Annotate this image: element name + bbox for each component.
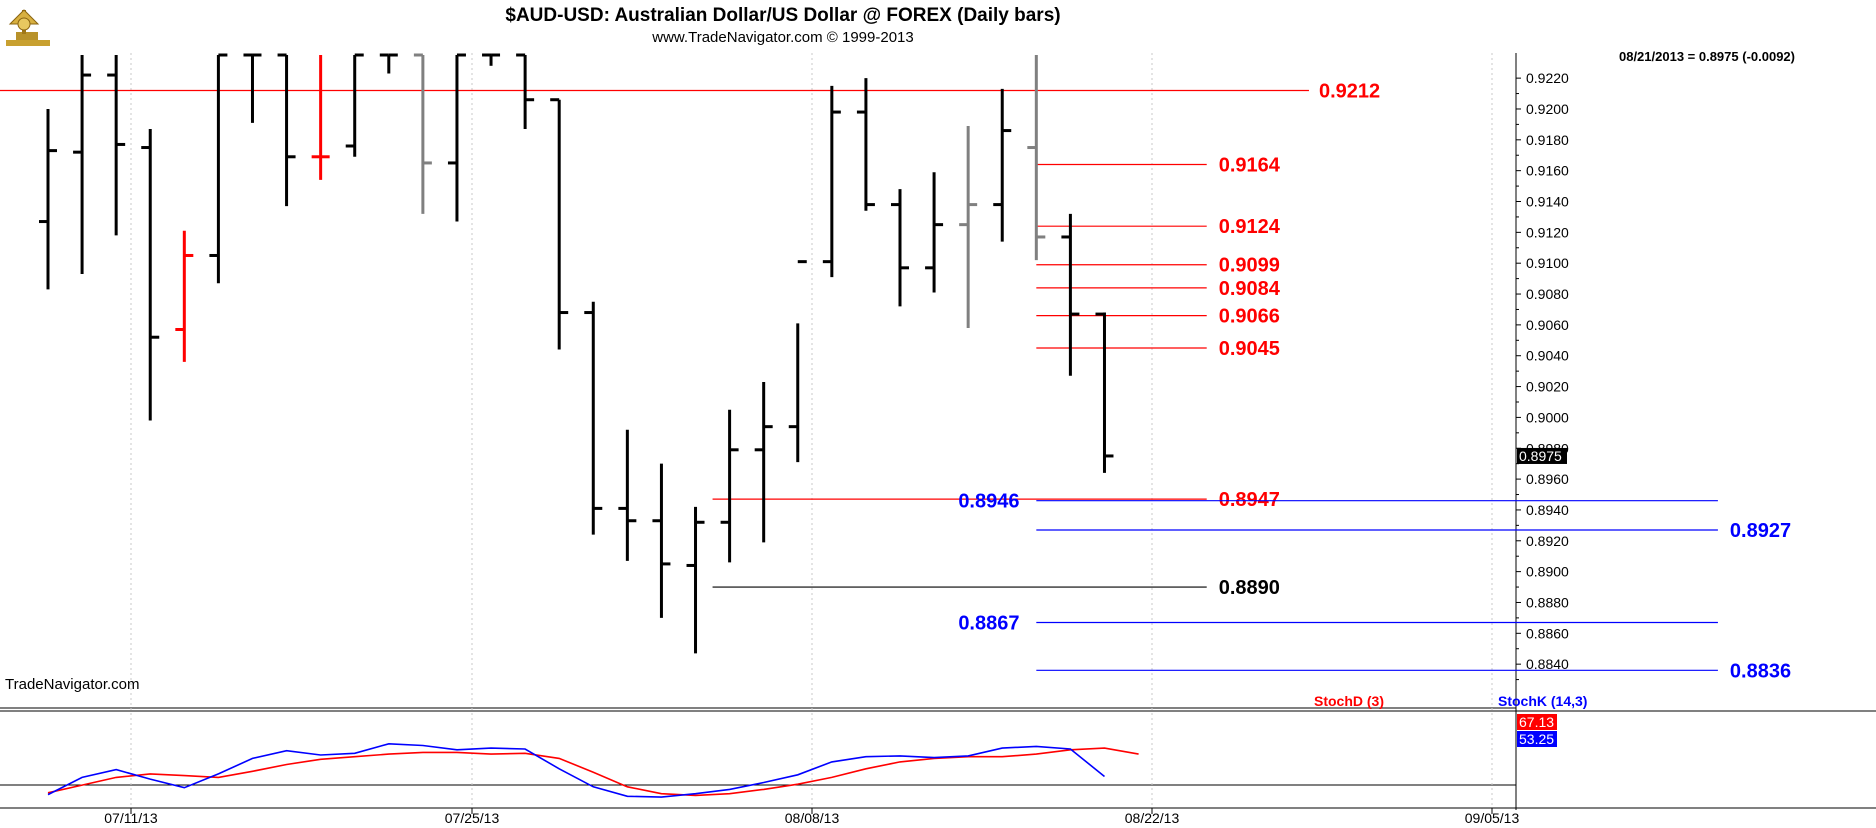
quote-readout: 08/21/2013 = 0.8975 (-0.0092): [1619, 49, 1795, 64]
price-bar: [141, 129, 160, 421]
price-bar: [686, 506, 705, 654]
price-bar: [413, 53, 432, 214]
price-tick-label: 0.8920: [1526, 533, 1569, 549]
price-bar: [788, 260, 807, 463]
price-axis: 07/11/13 07/25/13 08/08/13 08/22/13 09/05/13…: [104, 70, 1569, 826]
price-bar: [959, 125, 978, 328]
price-bar: [516, 53, 535, 130]
price-tick-label: 0.9200: [1526, 101, 1569, 117]
stoch-readout-label: 67.13: [1519, 714, 1554, 730]
price-bar: [175, 230, 194, 362]
price-bar: [107, 55, 126, 236]
stoch-readout-box: [1517, 714, 1557, 730]
logo-icon: [6, 9, 50, 46]
level-label: 0.9045: [1219, 338, 1280, 360]
price-bar: [993, 88, 1012, 242]
stoch-readout-label: 53.25: [1519, 731, 1554, 747]
price-bar: [720, 409, 739, 563]
price-bars: [39, 53, 1114, 654]
stoch-legend-label: StochD (3): [1314, 693, 1384, 709]
price-bar: [209, 53, 228, 284]
price-bar: [311, 55, 330, 180]
price-tick-label: 0.9120: [1526, 224, 1569, 240]
watermark-label: TradeNavigator.com: [5, 676, 140, 693]
price-bar: [447, 53, 466, 222]
price-bar: [891, 189, 909, 307]
price-bar: [584, 301, 603, 535]
price-tick-label: 0.9220: [1526, 70, 1569, 86]
price-bar: [482, 53, 501, 66]
date-label: 09/05/13: [1465, 810, 1520, 826]
price-bar: [345, 53, 364, 157]
price-tick-label: 0.9140: [1526, 194, 1569, 210]
price-tick-label: 0.9000: [1526, 409, 1569, 425]
chart-title: $AUD-USD: Australian Dollar/US Dollar @ …: [505, 5, 1060, 26]
price-tick-label: 0.8940: [1526, 502, 1569, 518]
price-bar: [618, 429, 637, 561]
price-tick-label: 0.8900: [1526, 564, 1569, 580]
price-tick-label: 0.9080: [1526, 286, 1569, 302]
chart-subtitle: www.TradeNavigator.com © 1999-2013: [651, 29, 913, 46]
stoch-readout-box: [1517, 731, 1557, 747]
price-tick-label: 0.8840: [1526, 656, 1569, 672]
last-price-box: [1517, 447, 1567, 464]
level-label: 0.8836: [1730, 660, 1791, 682]
level-label: 0.9212: [1319, 80, 1380, 102]
price-bar: [1061, 213, 1080, 376]
stoch-legend-label: StochK (14,3): [1498, 693, 1587, 709]
price-bar: [925, 172, 944, 293]
stoch-d-line: [47, 747, 1139, 797]
price-bar: [243, 53, 262, 123]
price-bar: [856, 78, 875, 211]
price-tick-label: 0.8860: [1526, 625, 1569, 641]
stoch-k-line: [47, 742, 1106, 798]
price-bar: [379, 53, 398, 74]
price-bar: [822, 85, 841, 278]
date-label: 07/25/13: [445, 810, 500, 826]
level-label: 0.9124: [1219, 216, 1281, 238]
level-label: 0.9084: [1219, 278, 1281, 300]
level-label: 0.8890: [1219, 577, 1280, 599]
date-label: 08/08/13: [785, 810, 840, 826]
price-bar: [754, 381, 773, 543]
price-tick-label: 0.8880: [1526, 594, 1569, 610]
price-tick-label: 0.9180: [1526, 132, 1569, 148]
price-bar: [1095, 312, 1114, 473]
price-tick-label: 0.9160: [1526, 163, 1569, 179]
grid-layer: [0, 53, 1876, 814]
price-bar: [39, 108, 57, 290]
price-bar: [277, 53, 296, 207]
price-tick-label: 0.9060: [1526, 317, 1569, 333]
date-label: 08/22/13: [1125, 810, 1180, 826]
last-price-label: 0.8975: [1519, 448, 1562, 464]
date-label: 07/11/13: [104, 810, 158, 826]
level-label: 0.8946: [958, 491, 1019, 513]
level-label: 0.9066: [1219, 306, 1280, 328]
price-bar: [73, 55, 92, 274]
level-label: 0.9164: [1219, 154, 1281, 176]
level-label: 0.9099: [1219, 255, 1280, 277]
price-bar: [1027, 55, 1046, 261]
price-tick-label: 0.9100: [1526, 255, 1569, 271]
price-bar: [550, 98, 569, 350]
level-label: 0.8867: [958, 613, 1019, 635]
price-tick-label: 0.8960: [1526, 471, 1569, 487]
price-tick-label: 0.9020: [1526, 379, 1569, 395]
price-tick-label: 0.9040: [1526, 348, 1569, 364]
price-bar: [652, 463, 671, 618]
price-panel: [0, 53, 1876, 695]
level-label: 0.8927: [1730, 520, 1791, 542]
